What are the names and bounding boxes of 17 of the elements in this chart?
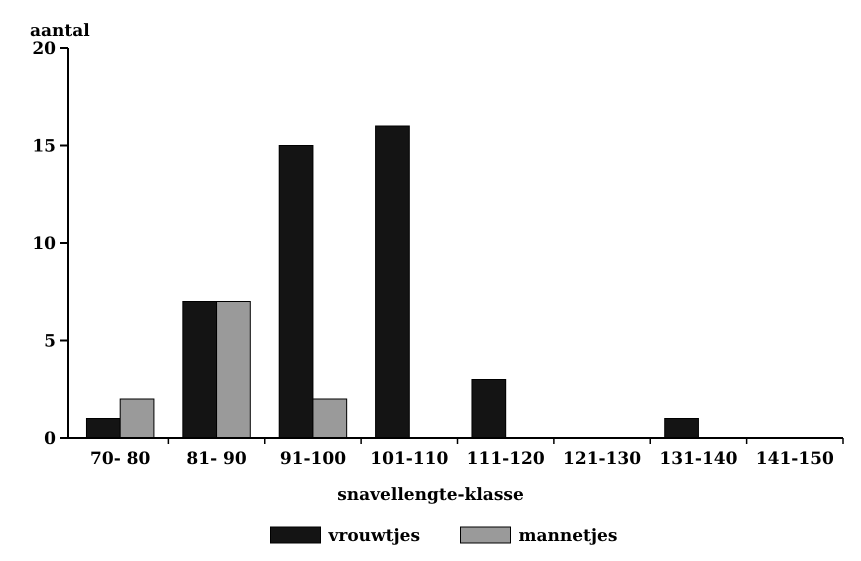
- y-tick-label: 5: [44, 331, 56, 352]
- y-tick-label: 15: [32, 136, 56, 156]
- legend-label: vrouwtjes: [328, 526, 420, 546]
- x-axis-title: snavellengte-klasse: [337, 485, 524, 505]
- x-tick-label: 91-100: [280, 449, 346, 469]
- x-tick-label: 141-150: [756, 449, 834, 469]
- y-tick-label: 10: [32, 234, 56, 254]
- x-tick-label: 131-140: [659, 449, 738, 469]
- legend-label: mannetjes: [518, 526, 618, 546]
- y-axis-title: aantal: [30, 21, 90, 41]
- x-tick-label: 121-130: [563, 449, 642, 469]
- y-tick-label: 0: [44, 428, 56, 449]
- x-tick-label: 101-110: [370, 449, 448, 469]
- x-tick-label: 111-120: [466, 449, 545, 469]
- x-tick-label: 81- 90: [186, 449, 247, 469]
- x-tick-label: 70- 80: [90, 449, 150, 469]
- y-tick-label: 20: [32, 38, 56, 59]
